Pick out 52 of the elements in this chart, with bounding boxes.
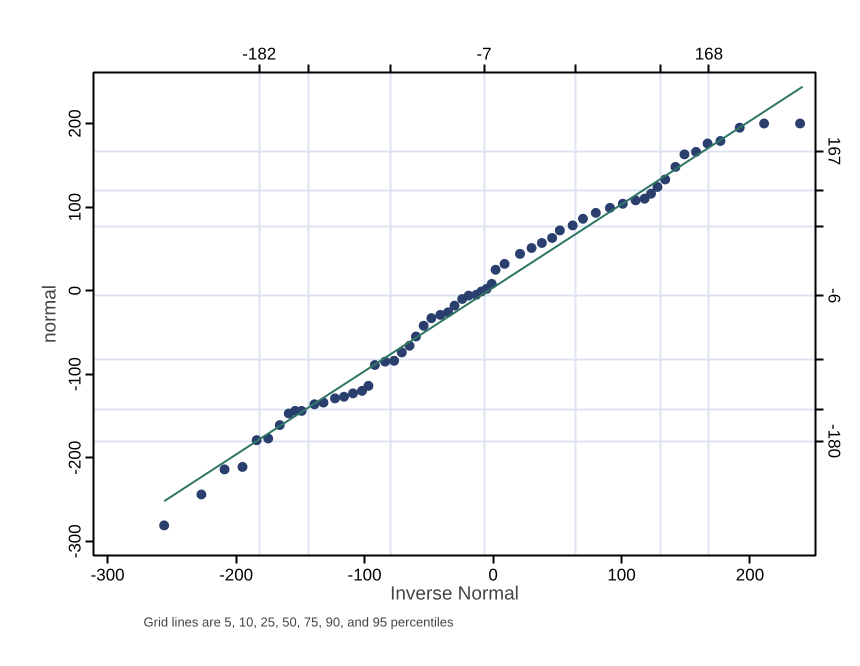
point [590,208,601,218]
x-tick-label: 0 [488,566,498,584]
point [490,264,501,275]
point [536,238,547,248]
point [363,380,374,391]
x2-tick-label: -7 [476,44,492,64]
x-axis-title: Inverse Normal [390,584,519,604]
point [500,258,510,269]
point [357,386,367,396]
point [515,248,526,259]
text: Grid lines are 5, 10, 25, 50, 75, 90, and 95 percentiles [144,614,454,630]
point [220,464,230,474]
point [159,520,170,530]
point [435,310,446,320]
point [646,188,656,199]
y2-tick-label: 167 [824,136,844,166]
point [652,182,662,192]
x-tick-label: -200 [219,566,254,584]
y-tick-label: 100 [66,192,84,222]
point [426,313,436,324]
point [238,462,248,472]
point [396,347,407,358]
x2-tick-label: 168 [694,44,724,64]
point [330,393,340,404]
point [389,356,400,366]
x-tick-label: -300 [90,566,125,584]
y-axis-title: normal [40,284,60,344]
point [640,194,650,204]
y-tick-label: 200 [66,109,84,138]
point [578,214,588,224]
y2-tick-label: -180 [824,424,844,458]
point [196,490,206,500]
point [759,118,770,128]
point [568,220,578,230]
point [795,118,806,128]
point [418,320,429,331]
point [526,242,537,253]
y-tick-label: 0 [66,286,84,296]
point [679,149,690,160]
point [450,300,460,311]
x2-tick-label: -182 [242,44,276,64]
x-tick-label: -100 [348,566,382,584]
point [547,232,558,243]
point [554,225,565,236]
y2-tick-label: -6 [824,288,844,304]
x-tick-label: 200 [736,566,764,584]
y-tick-label: -100 [66,357,84,392]
x-tick-label: 100 [607,566,636,584]
y-tick-label: -200 [66,440,84,475]
point [339,392,350,402]
y-tick-label: -300 [66,524,84,558]
point [348,388,358,398]
